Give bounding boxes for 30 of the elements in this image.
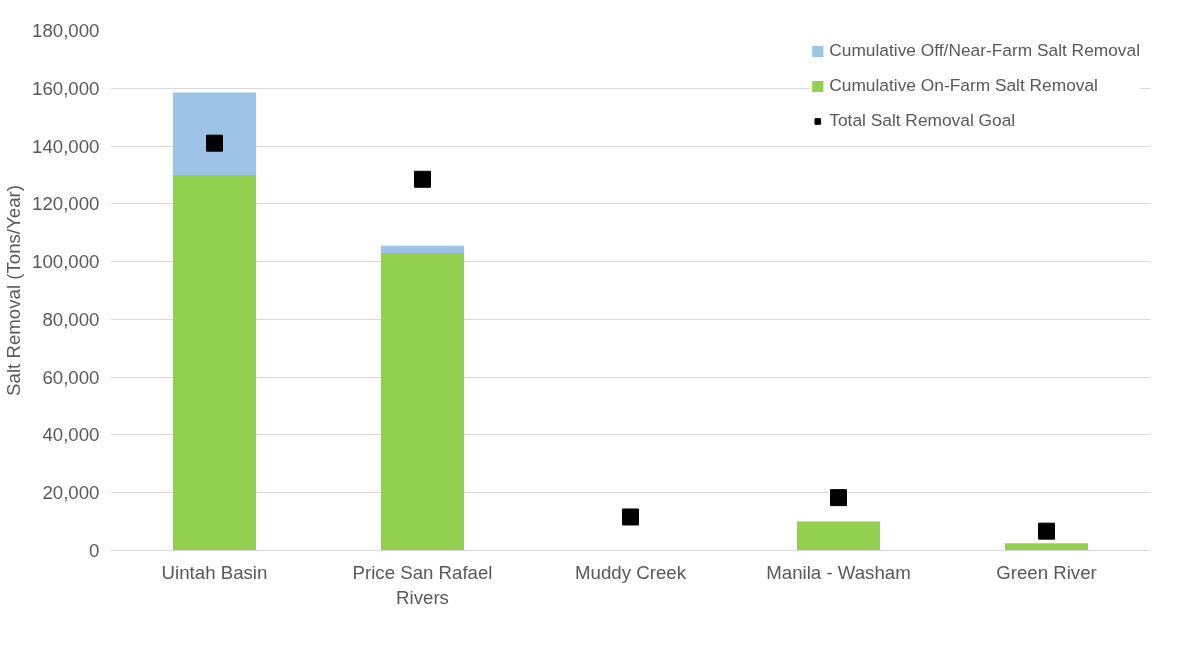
point <box>206 134 223 152</box>
y-tick-label: 120,000 <box>32 193 100 215</box>
y-tick-label: 0 <box>89 540 100 561</box>
point <box>1038 522 1055 540</box>
y-tick-label: 160,000 <box>32 77 100 99</box>
y-tick-label: 40,000 <box>42 424 100 446</box>
legend-label: Cumulative Off/Near-Farm Salt Removal <box>829 40 1140 61</box>
x-tick-label: Manila - Washam <box>766 561 911 583</box>
bar <box>172 92 257 175</box>
y-tick-label: 60,000 <box>42 366 100 388</box>
y-tick-label: 180,000 <box>32 20 100 41</box>
bar <box>380 245 465 253</box>
point <box>622 508 639 526</box>
point <box>830 489 847 507</box>
legend-label: Total Salt Removal Goal <box>829 110 1016 131</box>
x-tick-label: Price San Rafael Rivers <box>352 561 493 608</box>
x-tick-label: Green River <box>996 561 1097 583</box>
y-axis-title: Salt Removal (Tons/Year) <box>3 185 25 396</box>
bar <box>380 252 465 551</box>
x-tick-label: Uintah Basin <box>161 561 268 583</box>
y-tick-label: 80,000 <box>42 308 100 330</box>
bar <box>1004 543 1089 551</box>
x-tick-label: Muddy Creek <box>575 561 687 583</box>
y-tick-label: 100,000 <box>32 251 100 273</box>
point <box>414 170 431 188</box>
y-tick-label: 140,000 <box>32 135 100 157</box>
legend-label: Cumulative On-Farm Salt Removal <box>829 75 1098 96</box>
y-tick-label: 20,000 <box>42 482 100 504</box>
bar <box>796 521 881 551</box>
bar <box>172 174 257 551</box>
